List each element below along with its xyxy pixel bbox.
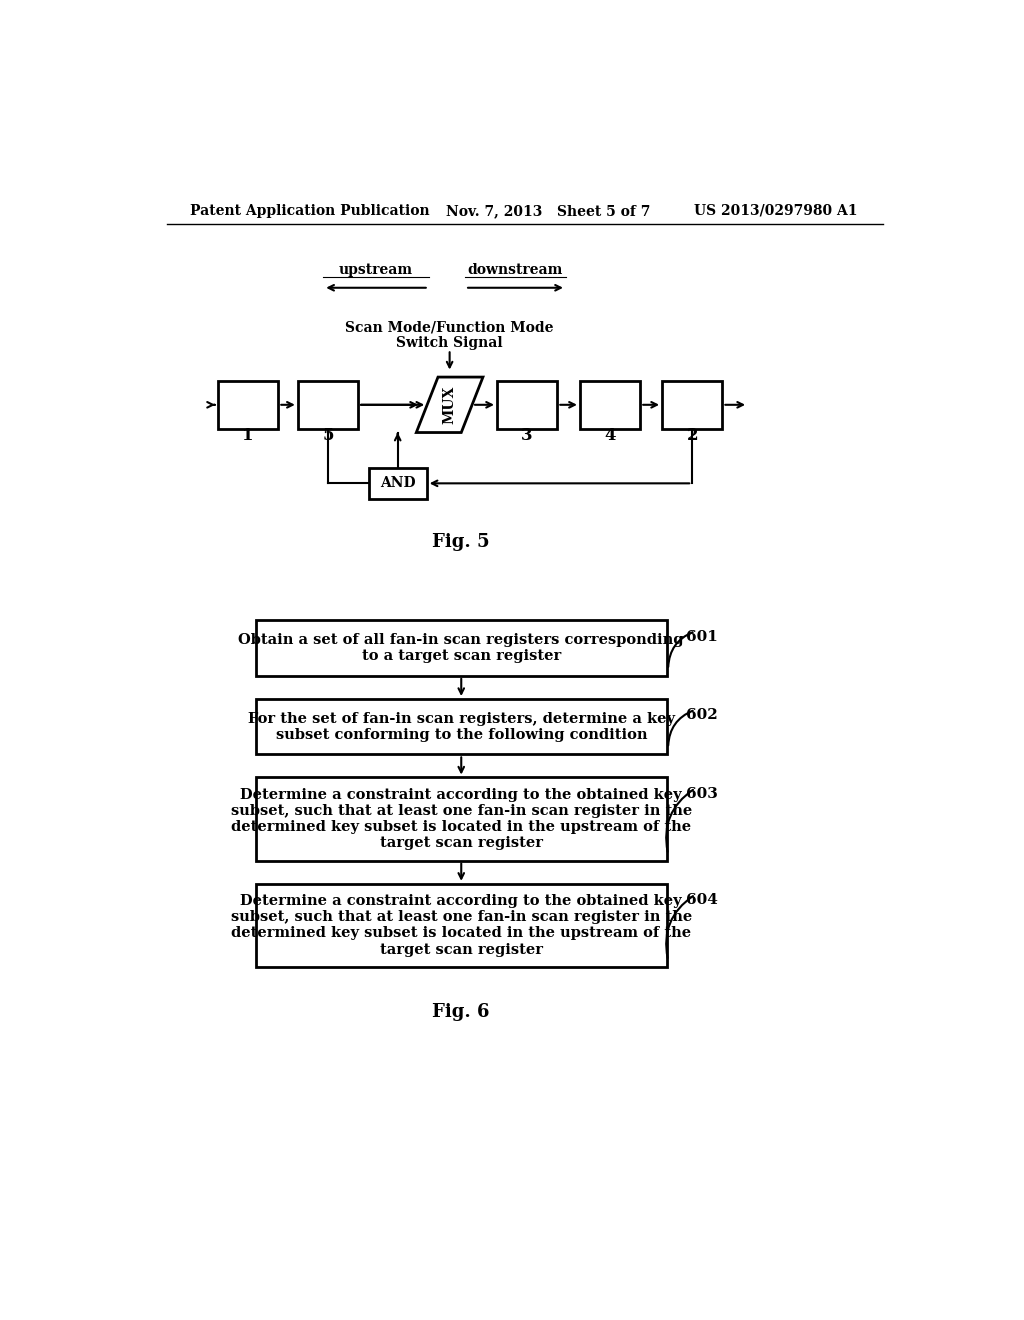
Text: 2: 2: [686, 428, 698, 444]
Text: For the set of fan-in scan registers, determine a key
subset conforming to the f: For the set of fan-in scan registers, de…: [248, 711, 675, 742]
Bar: [256, 777, 667, 861]
Text: Determine a constraint according to the obtained key
subset, such that at least : Determine a constraint according to the …: [230, 894, 692, 957]
Text: Fig. 5: Fig. 5: [432, 533, 490, 550]
Text: MUX: MUX: [442, 385, 457, 424]
Text: 1: 1: [243, 428, 254, 444]
Text: downstream: downstream: [468, 263, 563, 277]
Text: 603: 603: [685, 787, 718, 801]
Bar: [298, 381, 358, 429]
Text: US 2013/0297980 A1: US 2013/0297980 A1: [693, 203, 857, 218]
Bar: [256, 620, 667, 676]
Bar: [218, 381, 279, 429]
Text: 3: 3: [521, 428, 532, 444]
Bar: [497, 381, 557, 429]
Text: Patent Application Publication: Patent Application Publication: [190, 203, 430, 218]
Text: AND: AND: [380, 477, 416, 490]
Bar: [256, 884, 667, 966]
Text: Determine a constraint according to the obtained key
subset, such that at least : Determine a constraint according to the …: [230, 788, 692, 850]
Text: 602: 602: [686, 708, 718, 722]
Text: Nov. 7, 2013   Sheet 5 of 7: Nov. 7, 2013 Sheet 5 of 7: [445, 203, 650, 218]
Text: 601: 601: [685, 630, 718, 644]
Bar: [256, 700, 667, 755]
Text: Obtain a set of all fan-in scan registers corresponding
to a target scan registe: Obtain a set of all fan-in scan register…: [239, 634, 684, 663]
Text: upstream: upstream: [339, 263, 413, 277]
Text: 4: 4: [604, 428, 615, 444]
Text: Fig. 6: Fig. 6: [432, 1003, 490, 1020]
Polygon shape: [417, 378, 483, 433]
Text: 604: 604: [685, 892, 718, 907]
Bar: [580, 381, 640, 429]
Bar: [662, 381, 722, 429]
Bar: [369, 469, 427, 499]
Text: Scan Mode/Function Mode
Switch Signal: Scan Mode/Function Mode Switch Signal: [345, 321, 554, 350]
Text: 5: 5: [323, 428, 334, 444]
